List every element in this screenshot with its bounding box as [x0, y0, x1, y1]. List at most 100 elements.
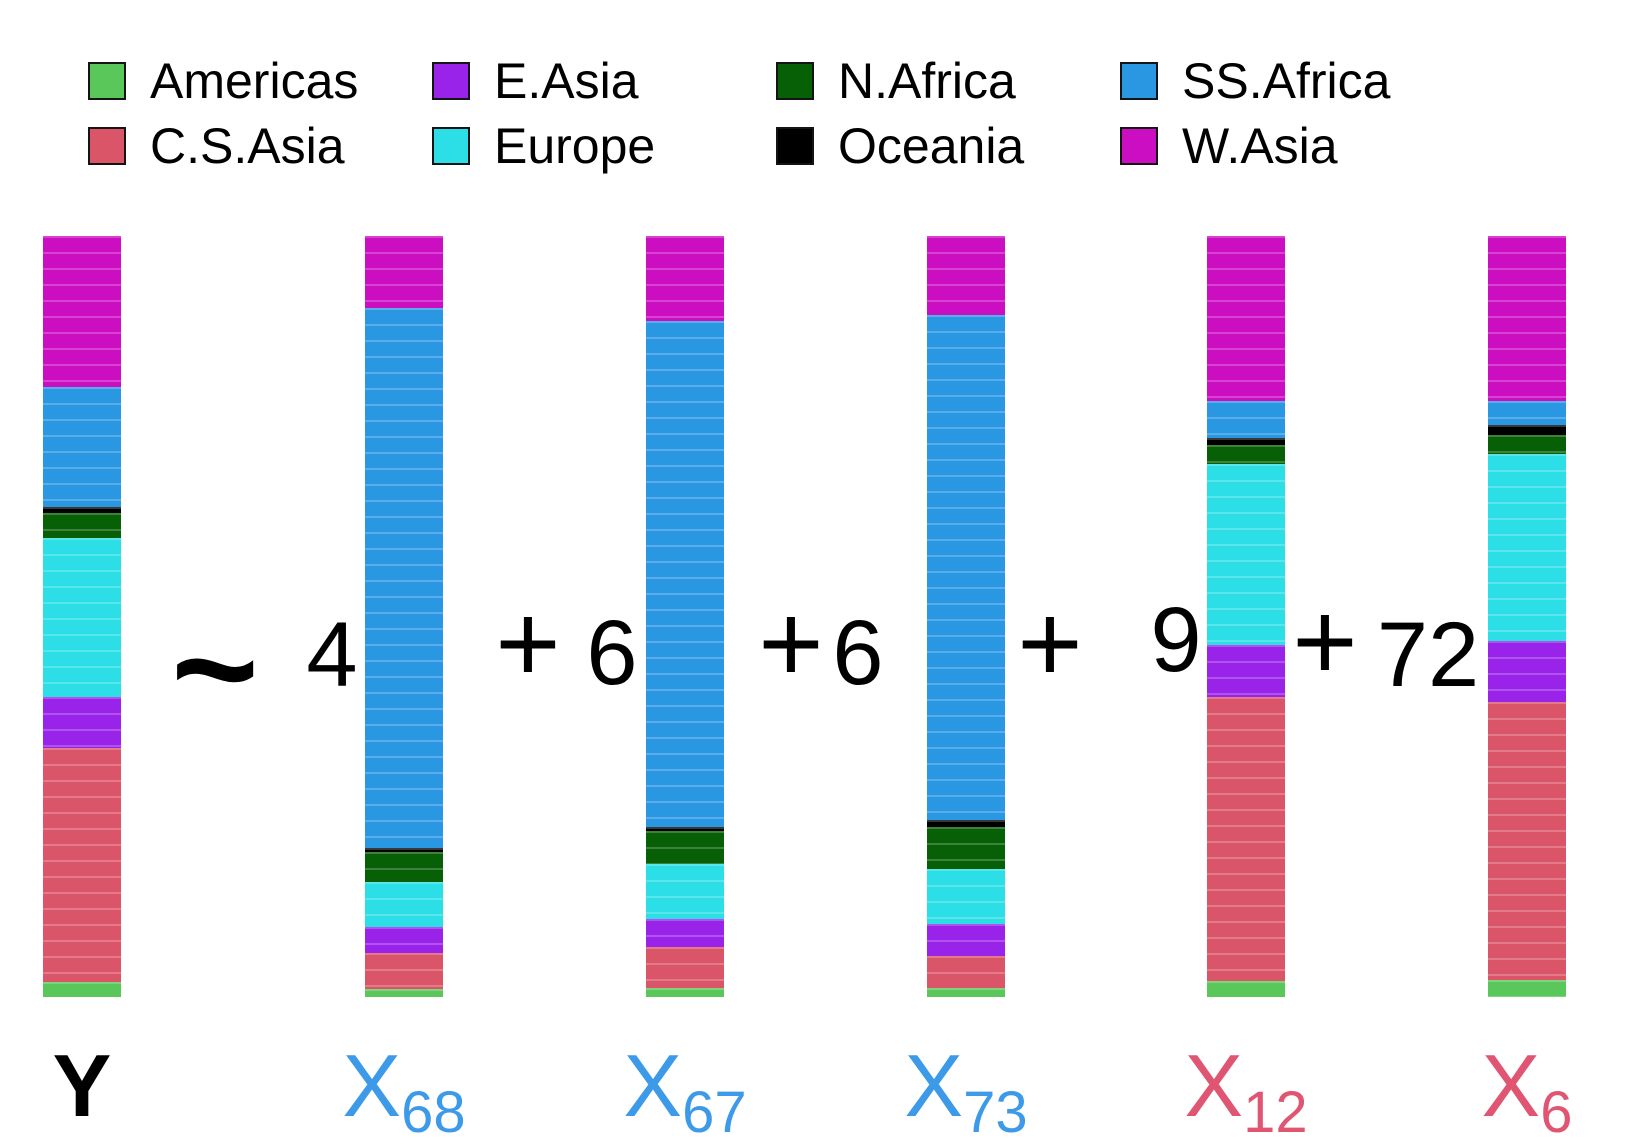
- legend-item-oceania: Oceania: [776, 121, 1024, 171]
- bar-label-subscript-x6: 6: [1540, 1080, 1573, 1144]
- legend-item-americas: Americas: [88, 56, 358, 106]
- segment-x67-europe: [646, 863, 724, 919]
- segment-x68-oceania: [365, 847, 443, 853]
- legend-item-w-asia: W.Asia: [1120, 121, 1338, 171]
- coefficient-4: 72: [1376, 604, 1480, 706]
- legend-label-americas: Americas: [150, 53, 359, 109]
- segment-x12-ss-africa: [1207, 401, 1285, 439]
- bar-label-base-x67: X: [623, 1036, 683, 1135]
- legend-label-ss-africa: SS.Africa: [1182, 53, 1391, 109]
- segment-x6-oceania: [1488, 424, 1566, 435]
- bar-label-base-y: Y: [52, 1036, 112, 1135]
- bar-label-base-x6: X: [1481, 1036, 1541, 1135]
- legend-item-ss-africa: SS.Africa: [1120, 56, 1390, 106]
- segment-x12-w-asia: [1207, 236, 1285, 402]
- legend-swatch-n-africa: [776, 62, 814, 100]
- legend-label-n-africa: N.Africa: [838, 53, 1016, 109]
- coefficient-2: 6: [832, 602, 884, 704]
- approx-symbol-0: ~: [171, 584, 259, 752]
- segment-y-w-asia: [43, 236, 121, 388]
- segment-x67-e-asia: [646, 918, 724, 948]
- segment-x12-europe: [1207, 464, 1285, 645]
- segment-x12-n-africa: [1207, 445, 1285, 465]
- bar-x6: [1488, 236, 1566, 997]
- bar-x73: [927, 236, 1005, 997]
- plus-symbol-3: +: [1017, 581, 1083, 706]
- segment-y-ss-africa: [43, 387, 121, 507]
- segment-x73-ss-africa: [927, 315, 1005, 821]
- legend-item-e-asia: E.Asia: [432, 56, 639, 106]
- segment-y-c-s-asia: [43, 748, 121, 982]
- bar-label-subscript-x67: 67: [682, 1080, 747, 1144]
- bar-x68: [365, 236, 443, 997]
- bar-label-y: Y: [53, 1042, 112, 1130]
- legend-label-oceania: Oceania: [838, 118, 1025, 174]
- legend-swatch-europe: [432, 127, 470, 165]
- segment-x12-oceania: [1207, 438, 1285, 446]
- legend-item-n-africa: N.Africa: [776, 56, 1016, 106]
- segment-x73-americas: [927, 987, 1005, 997]
- legend-swatch-e-asia: [432, 62, 470, 100]
- segment-x67-c-s-asia: [646, 947, 724, 988]
- bar-x12: [1207, 236, 1285, 997]
- bar-label-x73: X73: [904, 1042, 1027, 1142]
- bar-label-subscript-x68: 68: [401, 1080, 466, 1144]
- legend-label-c-s-asia: C.S.Asia: [150, 118, 345, 174]
- legend-swatch-oceania: [776, 127, 814, 165]
- segment-x67-ss-africa: [646, 321, 724, 827]
- bar-label-x67: X67: [623, 1042, 746, 1142]
- bar-label-base-x68: X: [342, 1036, 402, 1135]
- segment-x73-e-asia: [927, 923, 1005, 956]
- segment-x67-w-asia: [646, 236, 724, 322]
- segment-x67-n-africa: [646, 831, 724, 864]
- segment-x73-c-s-asia: [927, 955, 1005, 988]
- segment-x6-w-asia: [1488, 236, 1566, 402]
- segment-x73-n-africa: [927, 826, 1005, 870]
- segment-x73-w-asia: [927, 236, 1005, 316]
- segment-x68-europe: [365, 882, 443, 927]
- segment-x67-oceania: [646, 826, 724, 832]
- bar-x67: [646, 236, 724, 997]
- bar-label-x12: X12: [1184, 1042, 1307, 1142]
- legend-label-europe: Europe: [494, 118, 656, 174]
- coefficient-3: 9: [1150, 589, 1202, 691]
- segment-x67-americas: [646, 987, 724, 997]
- segment-x68-americas: [365, 988, 443, 997]
- legend-swatch-c-s-asia: [88, 127, 126, 165]
- segment-y-e-asia: [43, 697, 121, 749]
- plus-symbol-4: +: [1292, 579, 1358, 704]
- segment-x12-americas: [1207, 980, 1285, 997]
- segment-x6-c-s-asia: [1488, 701, 1566, 981]
- segment-x68-c-s-asia: [365, 952, 443, 989]
- segment-x12-e-asia: [1207, 644, 1285, 698]
- segment-x6-europe: [1488, 453, 1566, 641]
- segment-x6-e-asia: [1488, 640, 1566, 702]
- legend-item-c-s-asia: C.S.Asia: [88, 121, 345, 171]
- segment-y-oceania: [43, 506, 121, 513]
- segment-y-n-africa: [43, 512, 121, 539]
- bar-label-x68: X68: [342, 1042, 465, 1142]
- legend-swatch-americas: [88, 62, 126, 100]
- bar-label-subscript-x12: 12: [1243, 1080, 1308, 1144]
- segment-x68-n-africa: [365, 852, 443, 883]
- segment-x68-e-asia: [365, 926, 443, 953]
- segment-x6-ss-africa: [1488, 401, 1566, 425]
- segment-x73-europe: [927, 869, 1005, 924]
- coefficient-0: 4: [306, 604, 358, 706]
- bar-label-x6: X6: [1482, 1042, 1573, 1142]
- segment-x68-ss-africa: [365, 308, 443, 848]
- plus-symbol-1: +: [495, 581, 561, 706]
- legend-item-europe: Europe: [432, 121, 655, 171]
- coefficient-1: 6: [586, 602, 638, 704]
- bar-label-base-x12: X: [1184, 1036, 1244, 1135]
- legend-swatch-w-asia: [1120, 127, 1158, 165]
- plus-symbol-2: +: [758, 581, 824, 706]
- bar-label-base-x73: X: [904, 1036, 964, 1135]
- segment-y-americas: [43, 981, 121, 997]
- segment-x6-americas: [1488, 980, 1566, 997]
- legend-label-w-asia: W.Asia: [1182, 118, 1338, 174]
- legend-swatch-ss-africa: [1120, 62, 1158, 100]
- segment-y-europe: [43, 538, 121, 698]
- bar-label-subscript-x73: 73: [963, 1080, 1028, 1144]
